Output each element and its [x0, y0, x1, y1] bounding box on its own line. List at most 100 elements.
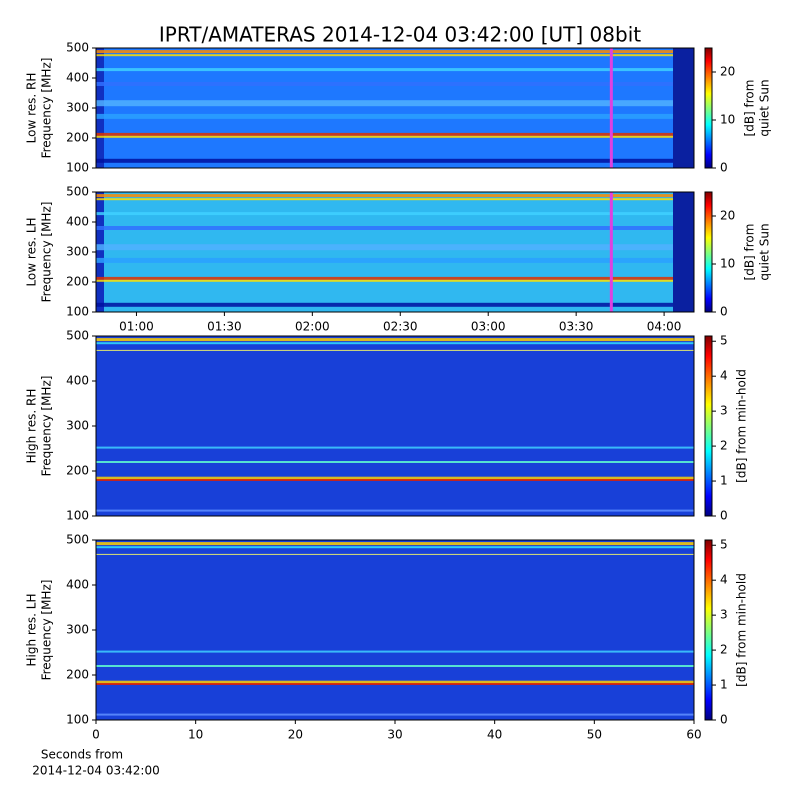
- spectrogram-image: [96, 192, 694, 312]
- x-tick-label: 04:00: [647, 320, 682, 334]
- spectrogram-band: [96, 349, 694, 351]
- spectrogram-band: [96, 244, 673, 251]
- spectrogram-band: [96, 212, 673, 216]
- x-tick-label: 30: [387, 728, 402, 742]
- spectrogram-image: [96, 540, 694, 720]
- x-axis-label: Seconds from: [41, 748, 123, 762]
- colorbar-label: quiet Sun: [758, 79, 772, 136]
- y-axis-label: Frequency [MHz]: [40, 202, 54, 303]
- y-tick-label: 500: [66, 533, 89, 547]
- y-tick-label: 300: [66, 101, 89, 115]
- colorbar-label: quiet Sun: [758, 223, 772, 280]
- colorbar-tick-label: 5: [720, 538, 728, 552]
- y-axis-label: Frequency [MHz]: [40, 580, 54, 681]
- spectrogram-band: [96, 665, 694, 667]
- colorbar-tick-label: 20: [720, 209, 735, 223]
- y-tick-label: 200: [66, 668, 89, 682]
- spectrogram-band: [96, 194, 673, 198]
- spectrogram-band: [96, 276, 673, 280]
- y-tick-label: 300: [66, 245, 89, 259]
- y-axis-label: Frequency [MHz]: [40, 376, 54, 477]
- colorbar-tick-label: 2: [720, 439, 728, 453]
- colorbar-label: [dB] from min-hold: [735, 369, 749, 483]
- spectrogram-band: [96, 542, 694, 546]
- colorbar-tick-label: 1: [720, 678, 728, 692]
- spectrogram-band: [96, 302, 673, 307]
- colorbar-label: [dB] from min-hold: [735, 573, 749, 687]
- spectrogram-band: [96, 257, 673, 263]
- spectrogram-band: [96, 342, 694, 345]
- x-tick-label: 03:00: [471, 320, 506, 334]
- colorbar-label: [dB] from: [743, 224, 757, 281]
- x-tick-label: 60: [686, 728, 701, 742]
- y-tick-label: 400: [66, 578, 89, 592]
- colorbar-tick-label: 0: [720, 305, 728, 319]
- spectrogram-band: [96, 82, 673, 86]
- x-tick-label: 20: [288, 728, 303, 742]
- y-tick-label: 400: [66, 374, 89, 388]
- spectrogram-band: [96, 546, 694, 549]
- y-tick-label: 500: [66, 329, 89, 343]
- x-tick-label: 10: [188, 728, 203, 742]
- colorbar-label: [dB] from: [743, 80, 757, 137]
- colorbar-tick-label: 4: [720, 369, 728, 383]
- spectrogram-band: [96, 553, 694, 555]
- y-tick-label: 100: [66, 713, 89, 727]
- colorbar-tick-label: 20: [720, 65, 735, 79]
- x-tick-label: 50: [587, 728, 602, 742]
- colorbar: [704, 539, 713, 721]
- y-axis-label: High res. LH: [25, 593, 39, 666]
- y-tick-label: 200: [66, 464, 89, 478]
- y-tick-label: 200: [66, 131, 89, 145]
- spectrogram-image: [96, 48, 694, 168]
- y-tick-label: 100: [66, 305, 89, 319]
- colorbar-tick-label: 10: [720, 113, 735, 127]
- spectrogram-band: [96, 113, 673, 119]
- x-tick-label: 40: [487, 728, 502, 742]
- spectrogram-band: [96, 50, 673, 54]
- y-axis-label: Low res. RH: [25, 73, 39, 144]
- spectrogram-band: [96, 132, 673, 136]
- y-tick-label: 200: [66, 275, 89, 289]
- colorbar: [704, 47, 713, 169]
- spectrogram-edge: [96, 192, 104, 312]
- colorbar-tick-label: 3: [720, 608, 728, 622]
- x-tick-label: 02:30: [383, 320, 418, 334]
- y-tick-label: 100: [66, 161, 89, 175]
- colorbar-tick-label: 5: [720, 334, 728, 348]
- spectrogram-band: [96, 54, 673, 57]
- spectrogram-band: [96, 461, 694, 463]
- spectrogram-band: [96, 476, 694, 480]
- spectrogram-edge: [96, 48, 104, 168]
- spectrogram-band: [96, 68, 673, 72]
- spectrogram-band: [96, 135, 673, 138]
- spectrogram-band: [96, 100, 673, 107]
- spectrogram-band: [96, 650, 694, 653]
- colorbar-tick-label: 0: [720, 161, 728, 175]
- spectrogram-band: [96, 683, 694, 685]
- x-tick-label: 01:00: [119, 320, 154, 334]
- y-axis-label: Low res. LH: [25, 217, 39, 286]
- spectrogram-band: [96, 509, 694, 512]
- x-tick-label: 01:30: [207, 320, 242, 334]
- y-tick-label: 400: [66, 71, 89, 85]
- x-tick-label: 02:00: [295, 320, 330, 334]
- spectrogram-band: [96, 680, 694, 684]
- colorbar-tick-label: 1: [720, 474, 728, 488]
- y-tick-label: 500: [66, 41, 89, 55]
- x-tick-label: 0: [92, 728, 100, 742]
- colorbar-tick-label: 4: [720, 573, 728, 587]
- spectrogram-band: [96, 713, 694, 716]
- colorbar: [704, 191, 713, 313]
- y-axis-label: Frequency [MHz]: [40, 58, 54, 159]
- spectrogram-image: [96, 336, 694, 516]
- spectrogram-band: [96, 158, 673, 163]
- spectrogram-band: [96, 198, 673, 201]
- spectrogram-edge: [673, 192, 694, 312]
- x-axis-label: 2014-12-04 03:42:00: [32, 764, 159, 778]
- colorbar: [704, 335, 713, 517]
- spectrogram-band: [96, 279, 673, 282]
- colorbar-tick-label: 0: [720, 713, 728, 727]
- y-tick-label: 400: [66, 215, 89, 229]
